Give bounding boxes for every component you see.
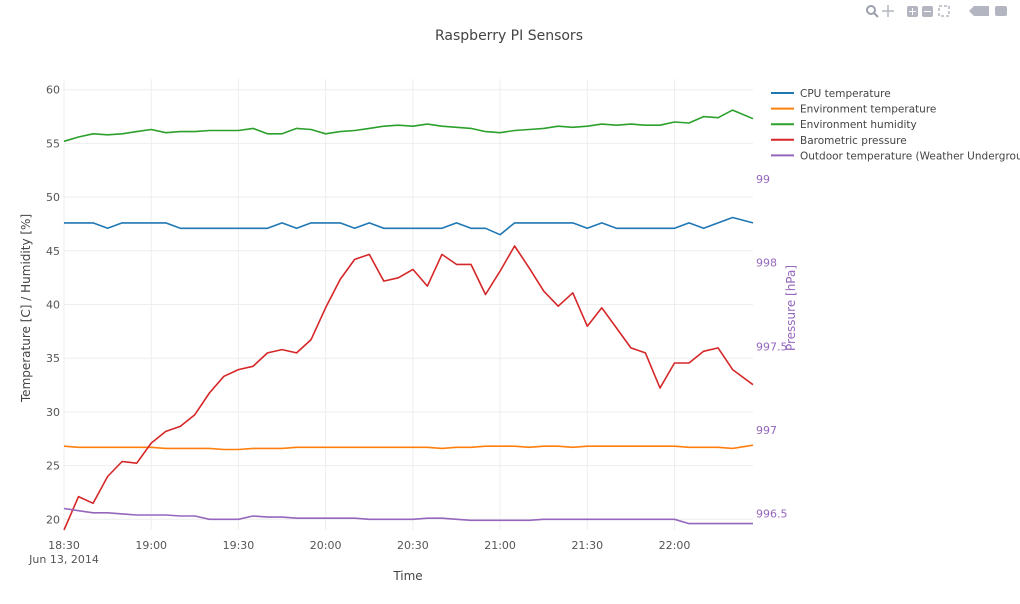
legend-label: Barometric pressure: [800, 135, 907, 147]
y-axis-label: Temperature [C] / Humidity [%]: [19, 214, 33, 403]
series-line-environment-temperature: [63, 444, 754, 451]
y-tick-label: 40: [46, 299, 60, 312]
legend[interactable]: CPU temperature Environment temperature En…: [771, 88, 1020, 162]
x-tick-label: 20:00: [310, 539, 342, 552]
series-line-cpu-temperature: [64, 216, 754, 236]
zoom-icon[interactable]: [864, 4, 880, 20]
x-tick-label: 19:00: [135, 539, 167, 552]
zoom-in-icon[interactable]: [907, 6, 918, 17]
x-tick-label: 19:30: [223, 539, 255, 552]
hover-tag-icon[interactable]: [968, 4, 990, 20]
series-line-environment-humidity: [63, 109, 754, 143]
zoom-out-icon[interactable]: [922, 6, 933, 17]
axis-ticks: 20 25 30 35 40 45 50 55 60 18:30 19:00 19:30 20:00 20…: [28, 84, 787, 566]
y2-tick-label: 997.5: [756, 340, 788, 353]
legend-label: Environment humidity: [800, 119, 917, 131]
legend-item[interactable]: Outdoor temperature (Weather Underground…: [771, 150, 1020, 162]
hover-compare-icon[interactable]: [992, 4, 1008, 20]
y2-tick-label: 998: [756, 257, 777, 270]
x-tick-label: 21:00: [484, 539, 516, 552]
y-tick-label: 30: [46, 406, 60, 419]
y-tick-label: 45: [46, 245, 60, 258]
x-tick-label: 18:30: [48, 539, 80, 552]
y-tick-label: 20: [46, 513, 60, 526]
pan-icon[interactable]: [880, 4, 896, 20]
legend-item[interactable]: Environment temperature: [771, 104, 936, 116]
y2-axis-label: Pressure [hPa]: [784, 265, 798, 351]
y-tick-label: 25: [46, 460, 60, 473]
y-tick-label: 60: [46, 84, 60, 97]
y2-tick-label: 997: [756, 424, 777, 437]
x-date-label: Jun 13, 2014: [28, 553, 99, 566]
y2-tick-label: 99: [756, 173, 770, 186]
legend-label: Outdoor temperature (Weather Underground…: [800, 150, 1020, 162]
autoscale-icon[interactable]: [936, 4, 952, 20]
x-tick-label: 21:30: [571, 539, 603, 552]
legend-item[interactable]: Environment humidity: [771, 119, 917, 131]
y2-tick-label: 996.5: [756, 507, 788, 520]
series-line-barometric-pressure: [63, 245, 754, 531]
plot-area[interactable]: [63, 109, 754, 531]
legend-item[interactable]: Barometric pressure: [771, 135, 907, 147]
x-axis-label: Time: [392, 569, 422, 583]
y-tick-label: 55: [46, 137, 60, 150]
legend-item[interactable]: CPU temperature: [771, 88, 891, 100]
modebar: [864, 4, 1014, 22]
legend-label: CPU temperature: [800, 88, 891, 100]
grid-lines: [63, 79, 753, 530]
y-tick-label: 50: [46, 191, 60, 204]
chart-title: Raspberry PI Sensors: [435, 28, 583, 44]
legend-label: Environment temperature: [800, 104, 936, 116]
x-tick-label: 22:00: [659, 539, 691, 552]
y-tick-label: 35: [46, 352, 60, 365]
series-line-outdoor-temperature-weather-underground: [63, 507, 753, 525]
x-tick-label: 20:30: [397, 539, 429, 552]
